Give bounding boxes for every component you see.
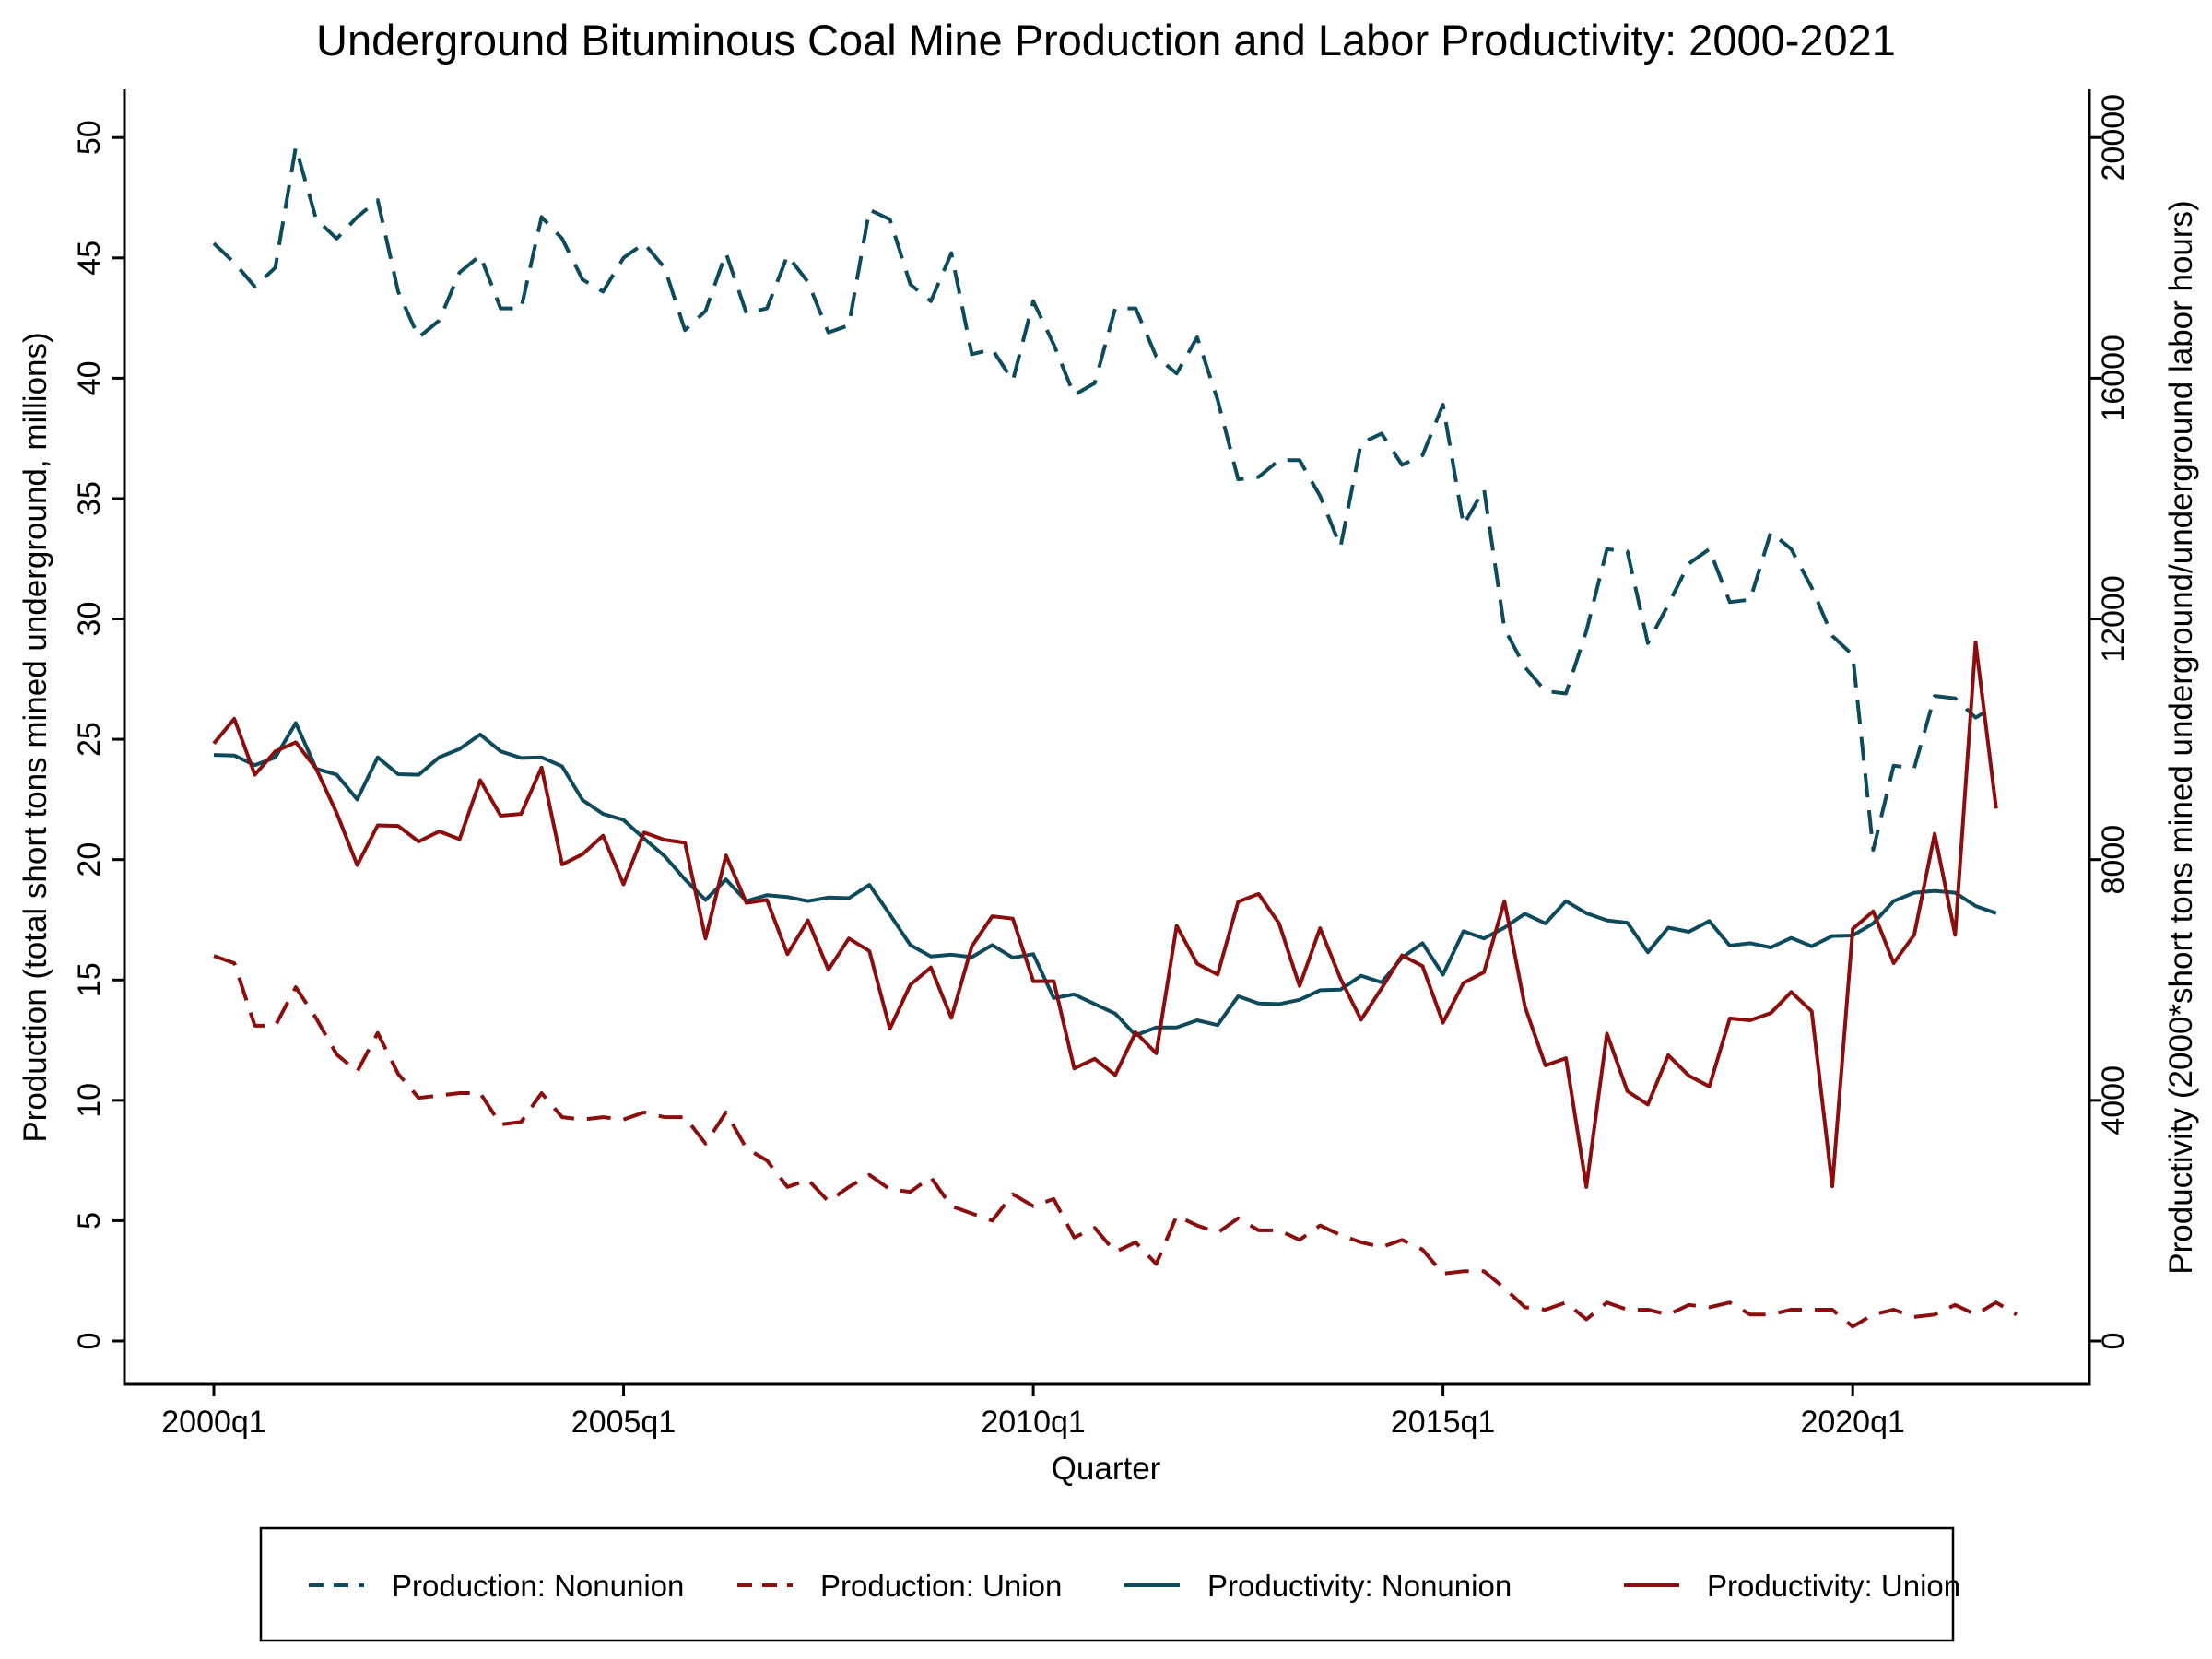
left-tick-label: 5 <box>72 1212 107 1230</box>
right-tick-label: 12000 <box>2096 575 2131 663</box>
right-tick-label: 0 <box>2096 1333 2131 1350</box>
x-tick-label: 2010q1 <box>981 1405 1085 1440</box>
left-tick-label: 10 <box>72 1083 107 1118</box>
legend-label-productivity-union: Productivity: Union <box>1707 1569 1960 1603</box>
left-tick-label: 15 <box>72 962 107 997</box>
right-tick-label: 20000 <box>2096 94 2131 182</box>
left-axis-title: Production (total short tons mined under… <box>18 332 53 1142</box>
legend-label-production-nonunion: Production: Nonunion <box>392 1569 684 1603</box>
axes <box>123 89 2091 1386</box>
left-tick-label: 35 <box>72 481 107 516</box>
right-axis-title: Productivity (2000*short tons mined unde… <box>2163 200 2199 1274</box>
chart-title: Underground Bituminous Coal Mine Product… <box>316 16 1896 65</box>
left-axis-ticks: 0 5 10 15 20 25 30 35 40 45 50 <box>72 120 124 1349</box>
x-tick-label: 2015q1 <box>1391 1405 1495 1440</box>
left-tick-label: 0 <box>72 1333 107 1350</box>
legend-label-productivity-nonunion: Productivity: Nonunion <box>1207 1569 1512 1603</box>
x-axis-title: Quarter <box>1052 1451 1161 1487</box>
left-tick-label: 50 <box>72 120 107 155</box>
left-tick-label: 20 <box>72 842 107 877</box>
series-line-productivity-union <box>212 641 1998 1189</box>
x-axis-ticks: 2000q1 2005q1 2010q1 2015q1 2020q1 <box>161 1384 1905 1440</box>
series-line-productivity-nonunion <box>213 721 1997 1038</box>
plot-lines <box>212 145 2018 1329</box>
series-line-production-nonunion <box>212 145 1997 853</box>
series-line-production-union <box>213 954 2018 1329</box>
left-tick-label: 30 <box>72 602 107 637</box>
x-tick-label: 2020q1 <box>1800 1405 1904 1440</box>
x-tick-label: 2000q1 <box>161 1405 265 1440</box>
right-tick-label: 8000 <box>2096 825 2131 895</box>
right-tick-label: 16000 <box>2096 335 2131 422</box>
right-axis-ticks: 0 4000 8000 12000 16000 20000 <box>2089 94 2131 1349</box>
legend: Production: Nonunion Production: Union Pro… <box>259 1526 1960 1642</box>
left-tick-label: 40 <box>72 360 107 395</box>
left-tick-label: 25 <box>72 722 107 757</box>
left-tick-label: 45 <box>72 241 107 276</box>
legend-label-production-union: Production: Union <box>820 1569 1062 1603</box>
right-tick-label: 4000 <box>2096 1065 2131 1135</box>
x-tick-label: 2005q1 <box>571 1405 676 1440</box>
